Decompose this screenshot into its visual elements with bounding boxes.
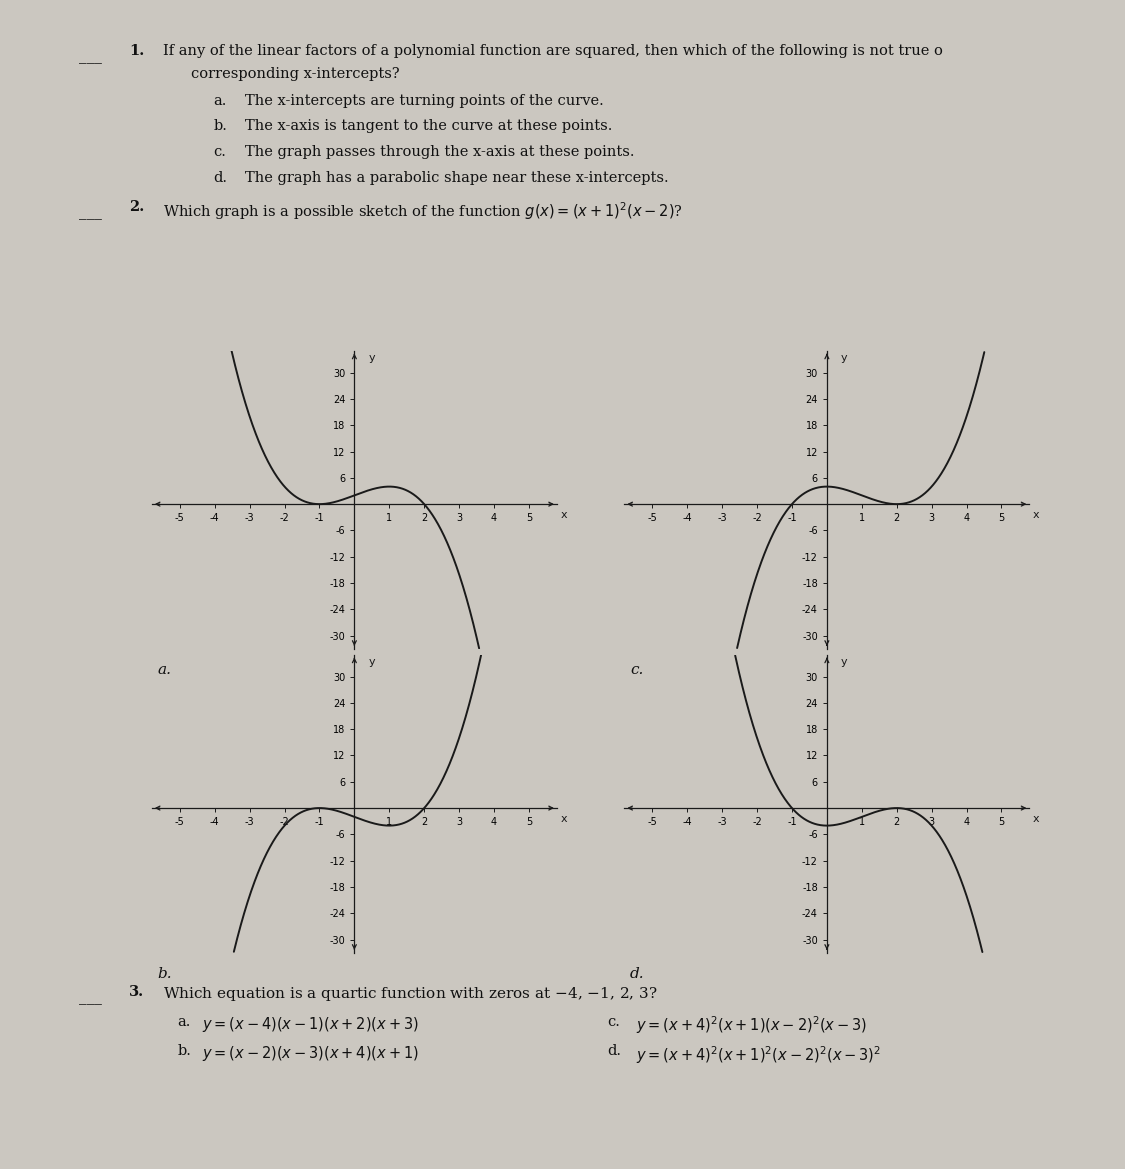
Text: y: y — [842, 657, 847, 666]
Text: a.: a. — [214, 94, 227, 108]
Text: b.: b. — [178, 1044, 191, 1058]
Text: c.: c. — [608, 1015, 620, 1029]
Text: The x-intercepts are turning points of the curve.: The x-intercepts are turning points of t… — [245, 94, 604, 108]
Text: $y = (x-2)(x-3)(x+4)(x+1)$: $y = (x-2)(x-3)(x+4)(x+1)$ — [202, 1044, 420, 1063]
Text: b.: b. — [158, 967, 172, 981]
Text: c.: c. — [630, 663, 644, 677]
Text: y: y — [369, 353, 375, 362]
Text: ___: ___ — [79, 991, 101, 1005]
Text: a.: a. — [178, 1015, 191, 1029]
Text: Which equation is a quartic function with zeros at $-$4, $-$1, 2, 3?: Which equation is a quartic function wit… — [163, 985, 658, 1003]
Text: Which graph is a possible sketch of the function $g(x) = (x + 1)^2(x - 2)$?: Which graph is a possible sketch of the … — [163, 200, 683, 222]
Text: The graph passes through the x-axis at these points.: The graph passes through the x-axis at t… — [245, 145, 634, 159]
Text: $y = (x+4)^2(x+1)(x-2)^2(x-3)$: $y = (x+4)^2(x+1)(x-2)^2(x-3)$ — [636, 1015, 867, 1037]
Text: 2.: 2. — [129, 200, 145, 214]
Text: x: x — [1033, 814, 1040, 824]
Text: c.: c. — [214, 145, 226, 159]
Text: corresponding x-intercepts?: corresponding x-intercepts? — [191, 67, 399, 81]
Text: ___: ___ — [79, 206, 101, 220]
Text: 1.: 1. — [129, 44, 145, 58]
Text: x: x — [560, 814, 567, 824]
Text: ___: ___ — [79, 50, 101, 64]
Text: d.: d. — [214, 171, 227, 185]
Text: b.: b. — [214, 119, 227, 133]
Text: The x-axis is tangent to the curve at these points.: The x-axis is tangent to the curve at th… — [245, 119, 613, 133]
Text: a.: a. — [158, 663, 171, 677]
Text: d.: d. — [608, 1044, 621, 1058]
Text: 3.: 3. — [129, 985, 144, 999]
Text: $y = (x+4)^2(x+1)^2(x-2)^2(x-3)^2$: $y = (x+4)^2(x+1)^2(x-2)^2(x-3)^2$ — [636, 1044, 881, 1066]
Text: The graph has a parabolic shape near these x-intercepts.: The graph has a parabolic shape near the… — [245, 171, 669, 185]
Text: x: x — [1033, 510, 1040, 520]
Text: d.: d. — [630, 967, 645, 981]
Text: x: x — [560, 510, 567, 520]
Text: y: y — [369, 657, 375, 666]
Text: $y = (x-4)(x-1)(x+2)(x+3)$: $y = (x-4)(x-1)(x+2)(x+3)$ — [202, 1015, 420, 1033]
Text: If any of the linear factors of a polynomial function are squared, then which of: If any of the linear factors of a polyno… — [163, 44, 943, 58]
Text: y: y — [842, 353, 847, 362]
